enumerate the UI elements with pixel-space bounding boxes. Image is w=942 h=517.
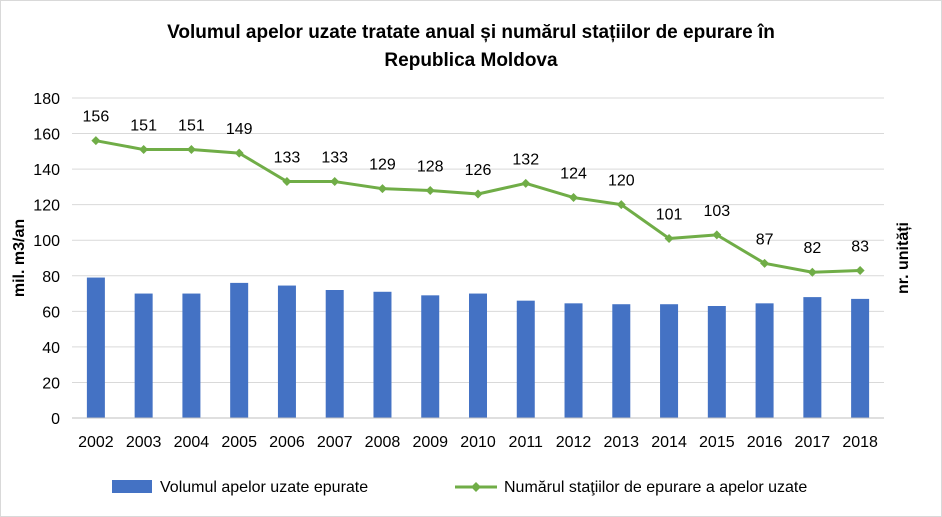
data-label: 133	[321, 150, 348, 167]
x-tick-label: 2012	[556, 434, 592, 451]
x-tick-label: 2014	[651, 434, 687, 451]
data-label: 83	[851, 238, 869, 255]
bar	[469, 293, 487, 418]
x-tick-label: 2007	[317, 434, 353, 451]
line-point	[234, 148, 244, 158]
x-tick-label: 2015	[699, 434, 735, 451]
chart-title-line-1: Volumul apelor uzate tratate anual și nu…	[167, 22, 775, 43]
line-point	[760, 258, 770, 268]
y-tick-label: 120	[33, 198, 60, 215]
legend-label-line: Numărul staţiilor de epurare a apelor uz…	[504, 479, 807, 496]
x-tick-label: 2016	[747, 434, 783, 451]
line-point	[616, 200, 626, 210]
x-tick-label: 2017	[795, 434, 831, 451]
data-label: 128	[417, 158, 444, 175]
data-label: 129	[369, 157, 396, 174]
bar	[277, 285, 296, 418]
line-data-labels: 156 151 151 149 133 133 129 128 126 132 124 120 101 1…	[83, 109, 870, 258]
bar	[660, 304, 679, 418]
line-point	[91, 136, 101, 146]
line-point	[425, 185, 435, 195]
data-label: 132	[512, 151, 539, 168]
line-point	[664, 233, 674, 243]
data-label: 156	[83, 109, 110, 126]
data-label: 133	[274, 150, 301, 167]
line-point	[377, 184, 387, 194]
line-point	[186, 145, 196, 155]
y-axis-label-left: mil. m3/an	[11, 219, 28, 297]
line-point	[473, 189, 483, 199]
x-tick-label: 2004	[174, 434, 210, 451]
y-tick-label: 180	[33, 91, 60, 108]
line-point	[569, 193, 579, 203]
bar	[421, 295, 440, 418]
x-tick-label: 2009	[412, 434, 448, 451]
x-tick-label: 2010	[460, 434, 496, 451]
bar	[325, 290, 344, 418]
bar	[373, 291, 392, 418]
x-tick-label: 2008	[365, 434, 401, 451]
bar	[564, 303, 583, 418]
data-label: 151	[178, 118, 205, 135]
legend: Volumul apelor uzate epurate Numărul sta…	[112, 479, 807, 496]
bar	[612, 304, 631, 418]
y-tick-label: 80	[42, 269, 60, 286]
x-tick-label: 2013	[603, 434, 639, 451]
data-label: 149	[226, 121, 253, 138]
line-point	[139, 145, 149, 155]
data-label: 82	[803, 240, 821, 257]
y-tick-label: 100	[33, 233, 60, 250]
bar	[182, 293, 201, 418]
bar	[803, 297, 822, 418]
chart-title-line-2: Republica Moldova	[384, 50, 558, 71]
x-tick-label: 2005	[221, 434, 257, 451]
x-tick-label: 2002	[78, 434, 114, 451]
bar	[230, 282, 249, 418]
y-tick-label: 20	[42, 375, 60, 392]
y-axis-ticks: 0 20 40 60 80 100 120 140 160 180	[33, 91, 60, 428]
bar	[516, 300, 535, 418]
line-point	[330, 177, 340, 187]
data-label: 151	[130, 118, 157, 135]
line-point	[521, 178, 531, 188]
line-point	[807, 267, 817, 277]
x-tick-label: 2018	[842, 434, 878, 451]
data-label: 126	[465, 162, 492, 179]
bar	[707, 306, 726, 418]
x-tick-label: 2011	[509, 434, 544, 451]
line-point	[712, 230, 722, 240]
data-label: 101	[656, 206, 683, 223]
y-tick-label: 0	[51, 411, 60, 428]
legend-label-bars: Volumul apelor uzate epurate	[160, 479, 368, 496]
bar	[86, 277, 105, 418]
line-series	[91, 136, 865, 277]
bar	[134, 293, 153, 418]
data-label: 103	[703, 203, 730, 220]
y-axis-label-right: nr. unități	[895, 222, 912, 294]
line-point	[282, 177, 292, 187]
line-point	[855, 265, 865, 275]
legend-swatch-bars	[112, 480, 152, 493]
bar	[851, 298, 870, 418]
series-line	[95, 139, 861, 274]
x-tick-label: 2003	[126, 434, 162, 451]
data-label: 124	[560, 166, 587, 183]
y-tick-label: 140	[33, 162, 60, 179]
legend-swatch-marker	[471, 482, 481, 492]
y-tick-label: 40	[42, 340, 60, 357]
bar	[755, 303, 774, 418]
x-axis: 2002 2003 2004 2005 2006 2007 2008 2009 2010 2011…	[72, 417, 884, 451]
y-tick-label: 160	[33, 127, 60, 144]
x-tick-label: 2006	[269, 434, 305, 451]
data-label: 87	[756, 231, 774, 248]
y-tick-label: 60	[42, 304, 60, 321]
bar-series	[86, 277, 870, 418]
data-label: 120	[608, 173, 635, 190]
